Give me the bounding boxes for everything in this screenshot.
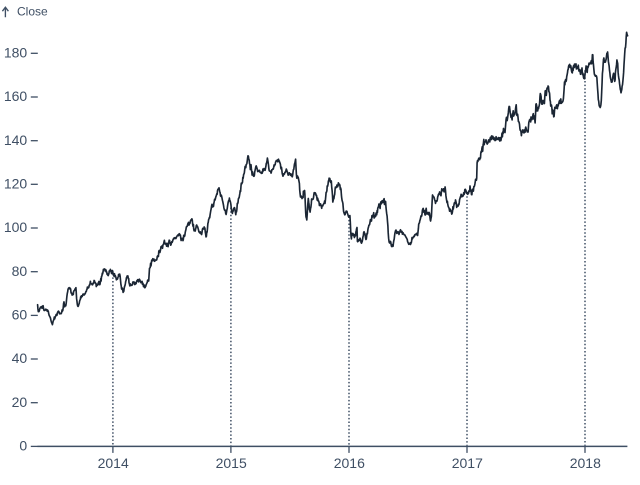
svg-text:80: 80 xyxy=(12,263,28,279)
svg-text:180: 180 xyxy=(4,44,28,60)
svg-text:160: 160 xyxy=(4,88,28,104)
svg-text:2016: 2016 xyxy=(334,455,365,471)
svg-text:100: 100 xyxy=(4,219,28,235)
svg-text:120: 120 xyxy=(4,175,28,191)
svg-text:2015: 2015 xyxy=(216,455,247,471)
svg-text:40: 40 xyxy=(12,350,28,366)
svg-text:140: 140 xyxy=(4,132,28,148)
svg-text:2017: 2017 xyxy=(452,455,483,471)
svg-text:0: 0 xyxy=(19,438,27,454)
svg-text:2018: 2018 xyxy=(570,455,601,471)
svg-text:60: 60 xyxy=(12,307,28,323)
svg-text:20: 20 xyxy=(12,394,28,410)
svg-text:Close: Close xyxy=(17,4,48,18)
svg-text:2014: 2014 xyxy=(98,455,129,471)
